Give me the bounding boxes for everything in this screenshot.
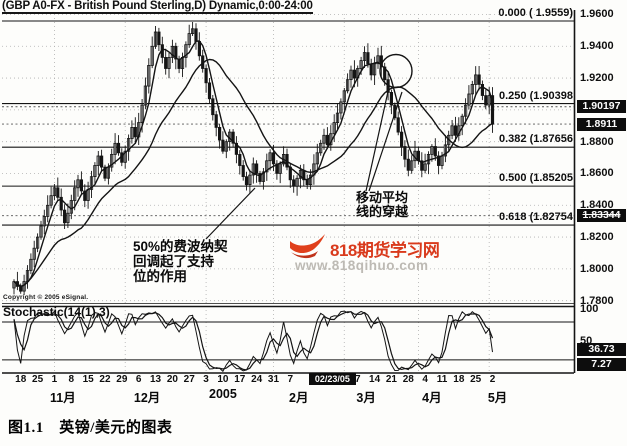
x-tick-label: 25 — [32, 374, 44, 385]
x-tick-label: 28 — [402, 374, 414, 385]
x-tick-label: 15 — [82, 374, 94, 385]
x-tick-label: 11 — [436, 374, 448, 385]
date-marker-box: 02/23/05 — [308, 373, 356, 385]
price-tick-label: 1.9600 — [580, 8, 614, 21]
x-tick-label: 8 — [68, 374, 75, 385]
fib-note-pointer-line — [205, 187, 256, 240]
month-label: 5月 — [487, 391, 508, 405]
x-tick-label: 21 — [385, 374, 397, 385]
x-tick-label: 24 — [251, 374, 263, 385]
fib-level-label: 0.250 (1.90398 — [498, 89, 573, 102]
x-tick-label: 31 — [267, 374, 280, 385]
month-label: 12月 — [133, 391, 161, 405]
x-tick-label: 4 — [422, 374, 428, 385]
ma-note-pointer-line — [368, 91, 403, 192]
x-tick-label: 25 — [470, 374, 482, 385]
x-tick-label: 22 — [99, 374, 111, 385]
x-tick-label: 3 — [203, 374, 209, 385]
price-tick-label: 1.7800 — [580, 294, 614, 307]
price-marker-box: 1.90197 — [577, 100, 626, 114]
watermark-brand: 818期货学习网 — [330, 241, 440, 260]
ma-note-pointer-line — [365, 86, 390, 192]
stochastic-d-line — [13, 311, 494, 371]
indicator-label: Stochastic(14(1),3) — [3, 305, 110, 319]
x-tick-label: 18 — [15, 374, 27, 385]
price-marker-box: 1.83344 — [577, 209, 626, 223]
stoch-tick-label: 100 — [580, 303, 599, 316]
stochastic-k-line — [13, 310, 493, 373]
price-tick-label: 1.8800 — [580, 135, 614, 148]
x-tick-label: 14 — [369, 374, 381, 385]
x-tick-label: 13 — [149, 374, 162, 385]
moving-average-fast — [13, 40, 494, 288]
price-tick-label: 1.8200 — [580, 231, 614, 244]
x-tick-label: 6 — [135, 374, 142, 385]
month-label: 4月 — [422, 391, 442, 405]
x-tick-label: 27 — [183, 374, 195, 385]
x-tick-label: 2 — [489, 374, 496, 385]
ma-crossover-annotation: 移动平均 线的穿越 — [356, 190, 409, 219]
price-tick-label: 1.9400 — [580, 40, 614, 53]
moving-average-slow — [13, 58, 493, 288]
chart-title: (GBP A0-FX - British Pound Sterling,D) D… — [2, 0, 313, 14]
crossover-circle-annotation — [379, 53, 413, 89]
fib-level-label: 0.382 (1.87656 — [498, 133, 573, 146]
x-tick-label: 29 — [116, 374, 128, 385]
figure-caption: 图1.1 英镑/美元的图表 — [8, 420, 173, 436]
copyright-line: Copyright © 2005 eSignal. — [3, 294, 89, 301]
price-tick-label: 1.8600 — [580, 167, 614, 180]
month-label: 2005 — [209, 387, 237, 401]
candle-wicks — [13, 22, 493, 295]
price-marker-box: 1.8911 — [577, 117, 626, 131]
fib-level-label: 0.000 ( 1.9559) — [498, 7, 573, 19]
stoch-marker-box: 36.73 — [577, 342, 626, 356]
x-tick-label: 7 — [354, 374, 361, 385]
x-tick-label: 7 — [287, 374, 294, 385]
x-tick-label: 17 — [234, 374, 246, 385]
month-label: 11月 — [50, 391, 76, 405]
fib-level-label: 0.500 (1.85205 — [498, 172, 573, 185]
price-tick-label: 1.9200 — [580, 72, 614, 85]
month-label: 3月 — [356, 391, 376, 405]
x-tick-label: 20 — [166, 374, 178, 385]
stoch-marker-box: 7.27 — [577, 358, 626, 371]
fib-level-label: 0.618 (1.82754 — [498, 211, 573, 224]
fib-retracement-annotation: 50%的费波纳契 回调起了支持 位的作用 — [133, 239, 228, 284]
watermark-logo-icon — [290, 234, 325, 259]
watermark-url: www.818qihuo.com — [295, 258, 429, 273]
month-label: 2月 — [289, 391, 309, 405]
x-tick-label: 1 — [51, 374, 58, 385]
price-tick-label: 1.8400 — [580, 199, 614, 212]
price-tick-label: 1.8000 — [580, 262, 614, 275]
x-tick-label: 10 — [217, 374, 229, 385]
watermark: 818期货学习网 www.818qihuo.com — [288, 233, 478, 283]
x-tick-label: 18 — [453, 374, 465, 385]
